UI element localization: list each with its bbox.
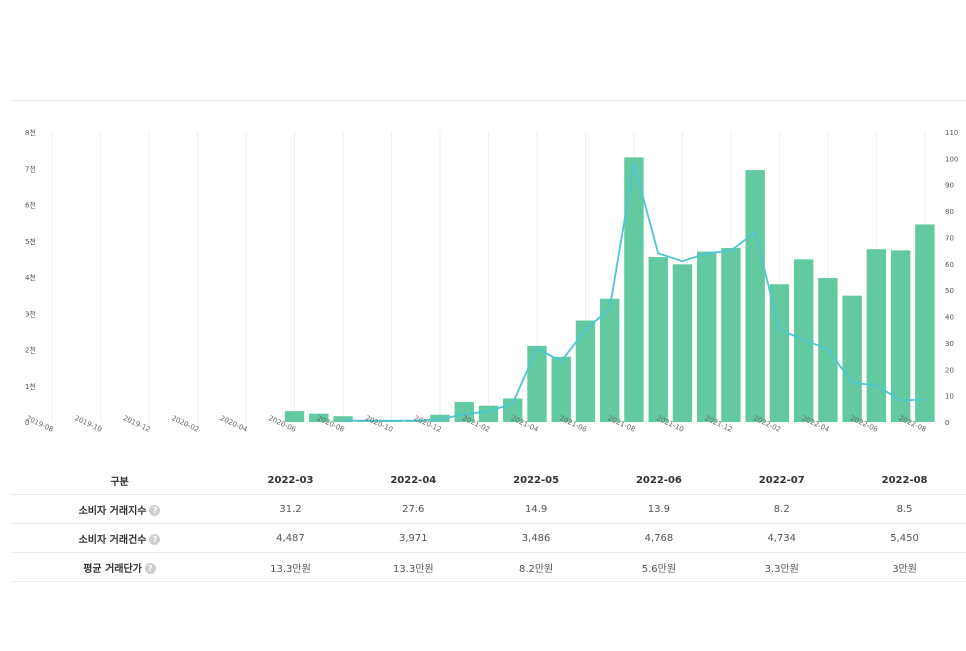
- left-axis-tick-label: 0: [25, 419, 29, 427]
- row-label: 소비자 거래건수: [78, 534, 147, 546]
- row-label-cell: 소비자 거래건수?: [10, 523, 230, 553]
- x-axis-tick-label: 2020-10: [364, 414, 394, 434]
- bar: [575, 320, 596, 422]
- summary-table: 구분 2022-03 2022-04 2022-05 2022-06 2022-…: [10, 466, 966, 582]
- x-axis-tick-label: 2019-12: [122, 414, 152, 434]
- table-cell: 13.3만원: [229, 552, 352, 582]
- right-axis-tick-label: 60: [945, 261, 954, 269]
- bar: [648, 257, 668, 422]
- bar: [769, 284, 790, 422]
- row-label-cell: 소비자 거래지수?: [10, 494, 230, 524]
- table-cell: 13.9: [597, 494, 721, 524]
- right-axis-tick-label: 40: [945, 314, 954, 322]
- table-cell: 13.3만원: [351, 552, 475, 582]
- table-cell: 3,486: [474, 523, 598, 553]
- bar: [624, 157, 644, 422]
- info-icon[interactable]: ?: [144, 563, 156, 574]
- table-cell: 8.2만원: [474, 552, 598, 582]
- right-axis-tick-label: 90: [945, 182, 954, 190]
- bar: [745, 170, 765, 422]
- table-cell: 3만원: [843, 552, 966, 582]
- table-col-header: 2022-07: [720, 466, 844, 495]
- bar: [672, 264, 693, 422]
- info-icon[interactable]: ?: [149, 534, 161, 545]
- bar: [600, 298, 620, 422]
- left-axis-tick-label: 7천: [25, 164, 36, 173]
- row-label: 소비자 거래지수: [78, 505, 147, 517]
- table-cell: 3.3만원: [720, 552, 844, 582]
- bar: [551, 356, 571, 422]
- table-header-label: 구분: [10, 466, 230, 495]
- left-axis-tick-label: 1천: [25, 382, 36, 391]
- table-cell: 4,487: [229, 523, 352, 553]
- right-axis-tick-label: 100: [945, 155, 958, 163]
- top-divider: [10, 100, 966, 101]
- left-axis-tick-label: 5천: [25, 237, 36, 246]
- table-cell: 4,734: [720, 523, 844, 553]
- right-axis-tick-label: 70: [945, 234, 954, 242]
- bar: [842, 295, 862, 422]
- bar: [478, 405, 499, 422]
- bar: [793, 259, 814, 422]
- left-axis-tick-label: 3천: [25, 309, 36, 318]
- table-cell: 5.6만원: [597, 552, 721, 582]
- table-cell: 8.5: [843, 494, 966, 524]
- bar: [696, 251, 717, 422]
- left-axis-tick-label: 8천: [25, 128, 36, 137]
- left-axis-tick-label: 6천: [25, 201, 36, 210]
- bar: [454, 402, 474, 422]
- bar: [890, 250, 911, 422]
- bar: [915, 224, 935, 422]
- row-label-cell: 평균 거래단가?: [10, 552, 230, 582]
- x-axis-tick-label: 2020-04: [219, 414, 249, 434]
- table-cell: 4,768: [597, 523, 721, 553]
- row-label: 평균 거래단가: [83, 563, 142, 575]
- table-row: 평균 거래단가? 13.3만원 13.3만원 8.2만원 5.6만원 3.3만원…: [10, 552, 966, 582]
- table-cell: 8.2: [720, 494, 844, 524]
- right-axis-tick-label: 10: [945, 393, 954, 401]
- table-col-header: 2022-04: [351, 466, 475, 495]
- table-cell: 5,450: [843, 523, 966, 553]
- left-axis-tick-label: 4천: [25, 273, 36, 282]
- table-header-row: 구분 2022-03 2022-04 2022-05 2022-06 2022-…: [10, 466, 966, 495]
- right-axis-tick-label: 50: [945, 287, 954, 295]
- table-col-header: 2022-03: [229, 466, 352, 495]
- right-axis-tick-label: 20: [945, 366, 954, 374]
- right-axis-tick-label: 110: [945, 129, 958, 137]
- left-axis-tick-label: 2천: [25, 346, 36, 355]
- table-cell: 27.6: [351, 494, 475, 524]
- bar: [430, 414, 450, 422]
- bar: [866, 249, 887, 422]
- index-line: [343, 162, 925, 422]
- bar: [721, 248, 741, 422]
- right-axis-tick-label: 30: [945, 340, 954, 348]
- table-col-header: 2022-08: [843, 466, 966, 495]
- right-axis-tick-label: 80: [945, 208, 954, 216]
- bar: [381, 421, 402, 422]
- table-cell: 31.2: [229, 494, 352, 524]
- table-row: 소비자 거래지수? 31.2 27.6 14.9 13.9 8.2 8.5: [10, 494, 966, 524]
- bar: [527, 345, 547, 422]
- table-row: 소비자 거래건수? 4,487 3,971 3,486 4,768 4,734 …: [10, 523, 966, 553]
- bar: [284, 411, 305, 422]
- table-col-header: 2022-06: [597, 466, 721, 495]
- info-icon[interactable]: ?: [149, 505, 161, 516]
- right-axis-tick-label: 0: [945, 419, 949, 427]
- table-cell: 14.9: [474, 494, 598, 524]
- table-col-header: 2022-05: [474, 466, 598, 495]
- x-axis-tick-label: 2020-02: [170, 414, 200, 434]
- bar: [309, 413, 329, 422]
- bar: [333, 416, 353, 422]
- x-axis-tick-label: 2019-10: [73, 414, 103, 434]
- trade-chart: 0 1천 2천 3천 4천 5천 6천 7천 8천 0 10 20 30 40 50 60 70 80 90 100 1…: [25, 128, 959, 434]
- table-cell: 3,971: [351, 523, 475, 553]
